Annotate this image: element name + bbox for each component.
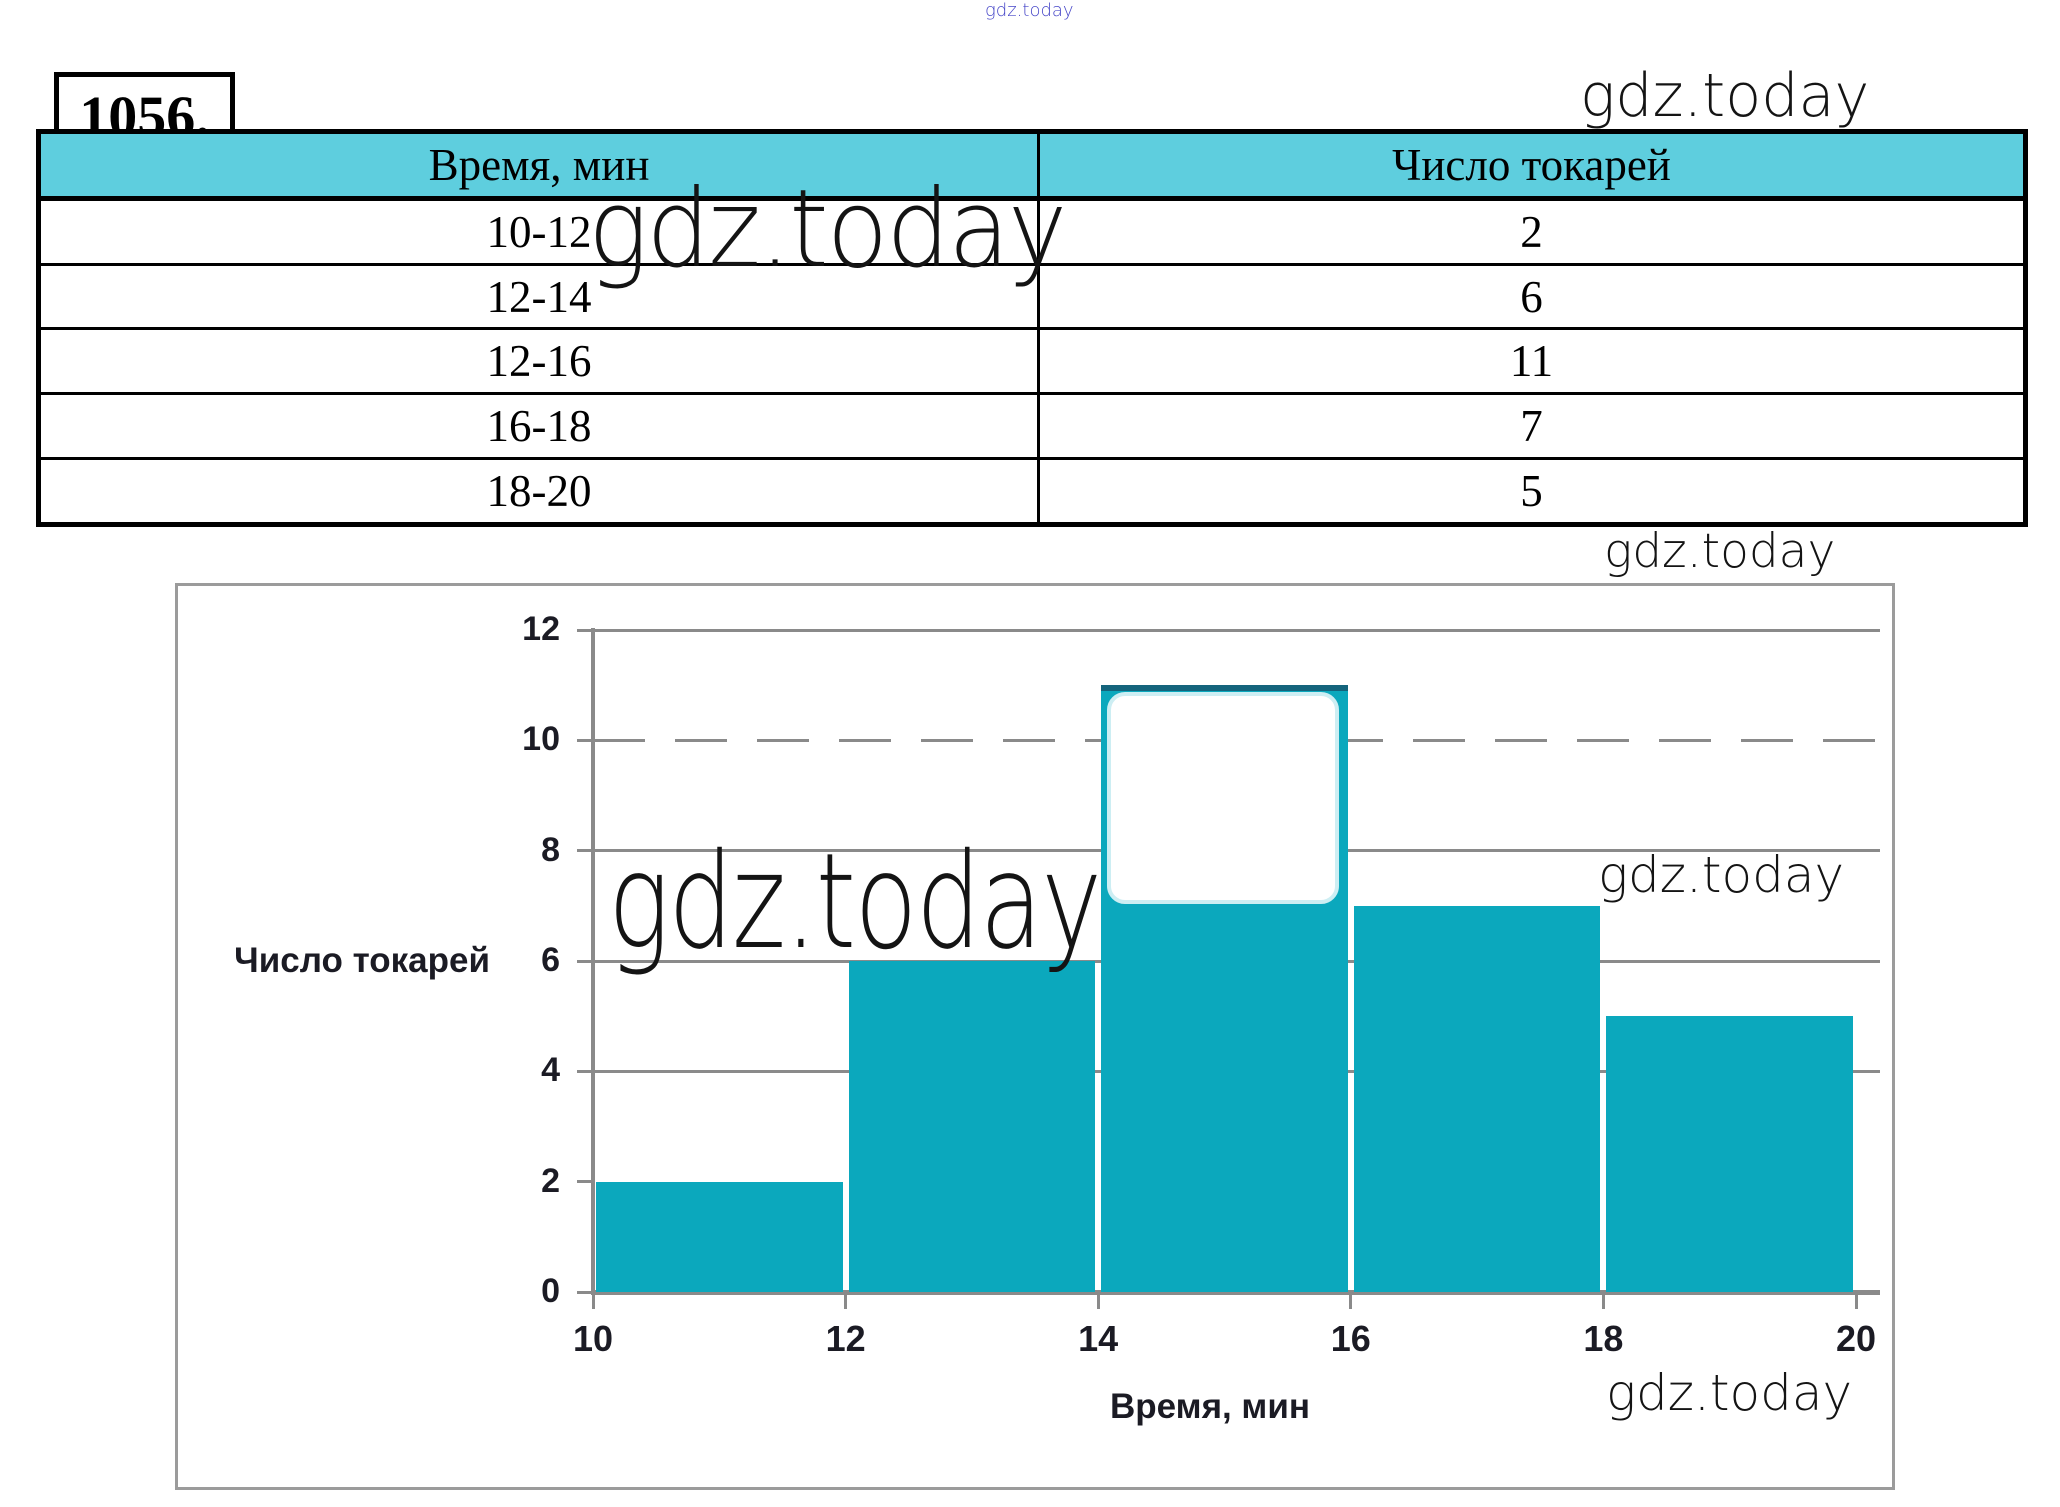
x-tick-label-20: 20 <box>1835 1318 1877 1359</box>
table-row: 16-18 7 <box>41 392 2023 458</box>
y-axis-title: Число токарей <box>234 941 490 980</box>
gridline-12 <box>593 628 1880 632</box>
table-row: 10-12 2 <box>41 197 2023 263</box>
cell-turner-count: 5 <box>1520 466 1543 517</box>
cell-time-range: 12-16 <box>41 330 1040 393</box>
y-tick-12 <box>577 628 593 632</box>
x-tick-label-18: 18 <box>1583 1318 1624 1359</box>
watermark-top-right: gdz.today <box>1580 61 1870 131</box>
cell-time-range: 16-18 <box>41 395 1040 458</box>
y-tick-label-8: 8 <box>541 830 560 869</box>
x-tick-label-12: 12 <box>825 1318 866 1359</box>
x-tick-label-14: 14 <box>1078 1318 1119 1359</box>
y-tick-label-4: 4 <box>541 1051 560 1090</box>
cell-turner-count: 11 <box>1509 336 1554 387</box>
cell-turner-count: 7 <box>1520 401 1543 452</box>
bar-12-14 <box>848 961 1096 1292</box>
header-cell-count: Число токарей <box>1392 139 1671 190</box>
y-tick-0 <box>577 1290 593 1294</box>
y-tick-label-10: 10 <box>522 720 560 759</box>
x-tick-10 <box>591 1292 595 1309</box>
y-tick-label-6: 6 <box>541 941 560 979</box>
x-axis-title: Время, мин <box>1110 1387 1310 1426</box>
x-axis <box>591 1290 1880 1295</box>
y-tick-4 <box>577 1069 593 1073</box>
table-row: 12-16 11 <box>41 327 2023 393</box>
cell-time-range: 10-12 <box>41 200 1040 263</box>
table-header-row: Время, мин Число токарей <box>41 134 2023 198</box>
watermark-below-table: gdz.today <box>1604 524 1836 579</box>
y-tick-6 <box>577 959 593 963</box>
cell-turner-count: 6 <box>1520 271 1543 322</box>
cell-time-range: 18-20 <box>41 460 1040 522</box>
y-tick-label-0: 0 <box>541 1272 560 1310</box>
x-tick-16 <box>1349 1292 1353 1309</box>
x-tick-14 <box>1096 1292 1100 1309</box>
y-tick-10 <box>577 738 593 742</box>
bar-10-12 <box>596 1181 843 1292</box>
watermark-chart-big: gdz.today <box>608 825 1102 979</box>
cell-time-range: 12-14 <box>41 265 1040 328</box>
y-tick-2 <box>577 1180 593 1184</box>
x-tick-12 <box>844 1292 848 1309</box>
watermark-chart-right: gdz.today <box>1598 846 1845 904</box>
bar-16-18 <box>1353 905 1601 1292</box>
x-tick-20 <box>1854 1292 1858 1309</box>
table-row: 12-14 6 <box>41 262 2023 328</box>
cell-turner-count: 2 <box>1520 206 1543 257</box>
watermark-table-overlay: gdz.today <box>588 167 1067 292</box>
watermark-bottom-right: gdz.today <box>1606 1364 1853 1422</box>
y-tick-label-12: 12 <box>522 610 560 648</box>
bar-18-20 <box>1606 1016 1853 1292</box>
x-tick-label-10: 10 <box>572 1318 614 1359</box>
y-tick-label-2: 2 <box>541 1161 560 1200</box>
x-tick-18 <box>1601 1292 1605 1309</box>
frequency-table: Время, мин Число токарей 10-12 2 12-14 6… <box>36 129 2028 527</box>
erased-watermark-patch <box>1107 692 1339 904</box>
table-row: 18-20 5 <box>41 457 2023 522</box>
x-tick-label-16: 16 <box>1330 1318 1371 1359</box>
y-axis <box>591 628 595 1294</box>
watermark-top-center: gdz.today <box>985 0 1074 21</box>
y-tick-8 <box>577 849 593 853</box>
header-cell-time: Время, мин <box>41 134 1040 196</box>
